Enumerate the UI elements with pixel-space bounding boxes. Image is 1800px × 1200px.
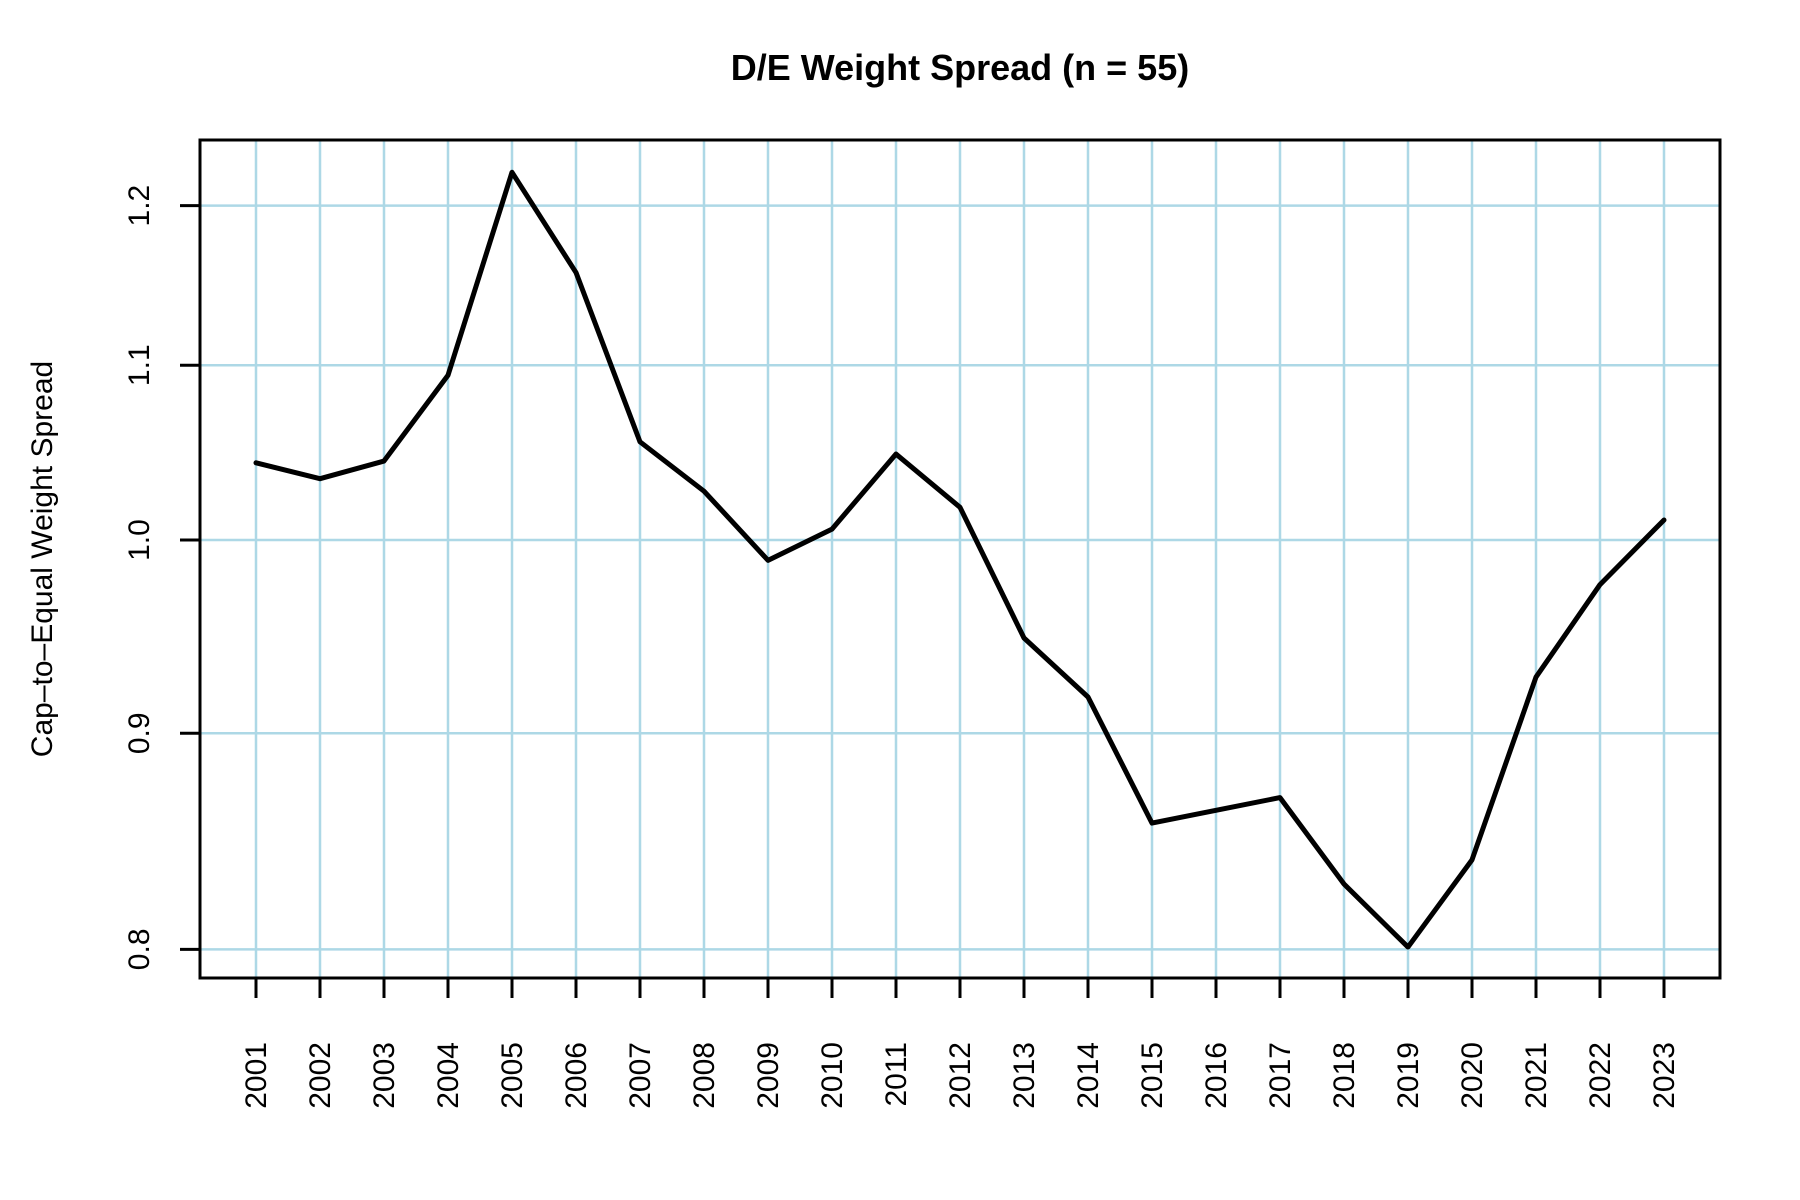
x-axis-tick-label-2007: 2007	[624, 1042, 657, 1109]
x-axis-tick-label-2022: 2022	[1584, 1042, 1617, 1109]
y-axis-tick-label-0.8: 0.8	[123, 928, 156, 970]
x-axis-tick-label-2020: 2020	[1456, 1042, 1489, 1109]
x-axis-tick-label-2003: 2003	[368, 1042, 401, 1109]
x-axis-tick-label-2002: 2002	[304, 1042, 337, 1109]
x-axis-tick-label-2001: 2001	[240, 1042, 273, 1109]
y-axis-tick-label-1.2: 1.2	[123, 185, 156, 227]
x-axis-tick-label-2017: 2017	[1264, 1042, 1297, 1109]
x-axis-tick-label-2014: 2014	[1072, 1042, 1105, 1109]
x-axis-tick-label-2011: 2011	[880, 1042, 913, 1107]
x-axis-tick-label-2012: 2012	[944, 1042, 977, 1109]
x-axis-tick-label-2016: 2016	[1200, 1042, 1233, 1109]
x-axis-tick-label-2018: 2018	[1328, 1042, 1361, 1109]
chart-title: D/E Weight Spread (n = 55)	[731, 47, 1189, 88]
y-axis-tick-label-0.9: 0.9	[123, 712, 156, 754]
x-axis-tick-label-2010: 2010	[816, 1042, 849, 1109]
x-axis-tick-label-2023: 2023	[1648, 1042, 1681, 1109]
x-axis-tick-label-2021: 2021	[1520, 1042, 1553, 1109]
x-axis-tick-label-2006: 2006	[560, 1042, 593, 1109]
x-axis-tick-label-2005: 2005	[496, 1042, 529, 1109]
x-axis-tick-label-2008: 2008	[688, 1042, 721, 1109]
x-axis-tick-label-2009: 2009	[752, 1042, 785, 1109]
y-axis-tick-label-1.1: 1.1	[123, 344, 156, 386]
x-axis-tick-label-2019: 2019	[1392, 1042, 1425, 1109]
y-axis-label: Cap–to–Equal Weight Spread	[26, 361, 59, 757]
x-axis-tick-label-2015: 2015	[1136, 1042, 1169, 1109]
y-axis-tick-label-1.0: 1.0	[123, 519, 156, 561]
series-line	[253, 169, 1667, 950]
x-axis-tick-label-2013: 2013	[1008, 1042, 1041, 1109]
x-axis-tick-label-2004: 2004	[432, 1042, 465, 1109]
